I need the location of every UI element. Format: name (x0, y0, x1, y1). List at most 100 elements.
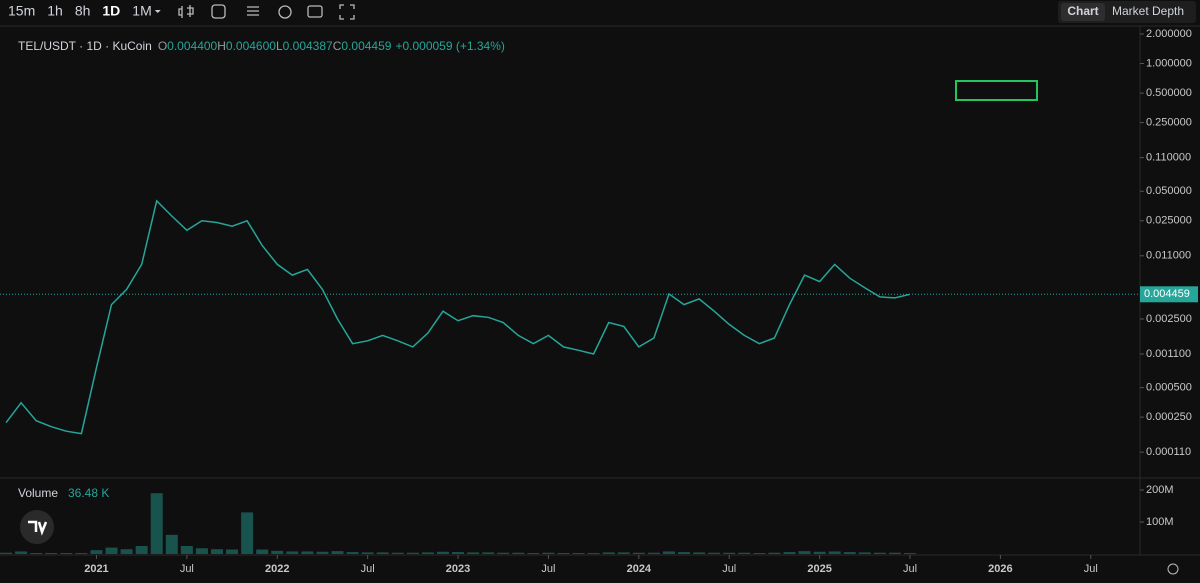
ohlc-key: O (158, 39, 167, 53)
x-tick-label: Jul (722, 563, 736, 575)
y-tick-label: 0.500000 (1146, 87, 1192, 99)
ohlc-key: C (333, 39, 342, 53)
y-tick-label: 0.000110 (1146, 446, 1191, 458)
volume-bar (286, 551, 299, 554)
last-price-box (1140, 286, 1198, 303)
volume-bar (647, 552, 660, 554)
y-tick-label: 0.025000 (1146, 215, 1192, 227)
x-tick-label: 2022 (265, 563, 289, 575)
volume-bar (271, 550, 284, 554)
indicator-icon (211, 4, 226, 19)
x-tick-label: 2023 (446, 563, 470, 575)
y-tick-label: 0.050000 (1146, 185, 1192, 197)
volume-bar (873, 552, 886, 554)
list-icon (247, 6, 259, 16)
y-tick-label: 100M (1146, 516, 1174, 528)
price-line (5, 199, 911, 435)
volume-bar (828, 551, 841, 554)
volume-bar (210, 549, 223, 554)
x-tick-label: Jul (903, 563, 917, 575)
volume-bar (708, 552, 721, 554)
volume-bar (45, 553, 58, 554)
volume-bar (226, 549, 239, 554)
volume-bar (693, 552, 706, 554)
volume-bar (678, 552, 691, 554)
y-tick-label: 0.000500 (1146, 382, 1192, 394)
ohlc-key: L (276, 39, 283, 53)
tab[interactable]: Chart (1067, 4, 1098, 18)
interval[interactable]: 15m (8, 3, 35, 19)
change: +0.000059 (+1.34%) (395, 39, 504, 53)
volume-bar (0, 552, 13, 554)
x-tick-label: 2021 (84, 563, 108, 575)
volume-bar (843, 552, 856, 554)
settings-button[interactable] (1167, 563, 1179, 575)
tab-active (1061, 3, 1105, 21)
volume-bar (75, 553, 88, 554)
candle-icon (178, 5, 194, 18)
x-tick-label: 2024 (627, 563, 652, 575)
volume-bar (798, 551, 811, 554)
volume-bar (30, 553, 43, 554)
volume-value: 36.48 K (68, 486, 109, 500)
interval[interactable]: 1D (102, 3, 120, 19)
drawing-rectangle[interactable] (955, 80, 1038, 101)
volume-bar (60, 553, 73, 554)
interval[interactable]: 1M (132, 3, 151, 19)
ohlc-value: 0.004459 (341, 39, 391, 53)
volume-bar (120, 549, 133, 554)
volume-bar (331, 551, 344, 554)
volume-bar (376, 552, 389, 554)
toolbar: 15m 1h 8h 1D 1M (8, 3, 161, 19)
x-tick-label: Jul (180, 563, 194, 575)
y-tick-label: 0.011000 (1146, 250, 1191, 262)
volume-bar (572, 553, 585, 554)
volume-bar (617, 552, 630, 554)
y-tick-label: 2.000000 (1146, 28, 1192, 40)
volume-bar (557, 553, 570, 554)
volume-bar (662, 551, 675, 554)
volume-bar (497, 552, 510, 554)
volume-bar (467, 552, 480, 554)
volume-bar (150, 493, 163, 554)
volume-bar (753, 553, 766, 554)
y-tick-label: 0.110000 (1146, 152, 1191, 164)
ohlc-value: 0.004387 (283, 39, 333, 53)
volume-label: Volume (18, 486, 58, 500)
tab[interactable]: Market Depth (1112, 4, 1184, 18)
volume-bar (361, 552, 374, 554)
volume-bar (527, 553, 540, 554)
volume-bar (15, 551, 28, 554)
settings-icon (278, 5, 292, 19)
y-tick-label: 0.000250 (1146, 411, 1192, 423)
volume-bar (512, 552, 525, 554)
fullscreen-icon (339, 4, 355, 20)
volume-bar (165, 534, 178, 554)
volume-bar (888, 552, 901, 554)
symbol: TEL/USDT · 1D · KuCoin (18, 39, 152, 53)
y-tick-label: 200M (1146, 484, 1174, 496)
volume-bar (301, 551, 314, 554)
volume-bar (391, 552, 404, 554)
volume-bar (105, 547, 118, 554)
volume-bar (452, 552, 465, 554)
interval[interactable]: 1h (47, 3, 63, 19)
y-tick-label: 0.002500 (1146, 313, 1192, 325)
ohlc-key: H (217, 39, 226, 53)
volume-bar (316, 551, 329, 554)
x-tick-label: Jul (1084, 563, 1098, 575)
volume-bar (346, 552, 359, 554)
interval[interactable]: 8h (75, 3, 91, 19)
volume-bar (587, 553, 600, 554)
toolbar-icons (178, 4, 355, 20)
volume-bar (180, 546, 193, 554)
legend: TEL/USDT · 1D · KuCoin O 0.004400 H 0.004600… (18, 39, 505, 53)
camera-icon (307, 5, 323, 18)
logo-mark (28, 520, 48, 536)
volume-bar (256, 549, 269, 554)
volume-bar (813, 551, 826, 554)
volume-bar (783, 552, 796, 554)
y-tick-label: 0.001100 (1146, 348, 1191, 360)
volume-bar (421, 552, 434, 554)
